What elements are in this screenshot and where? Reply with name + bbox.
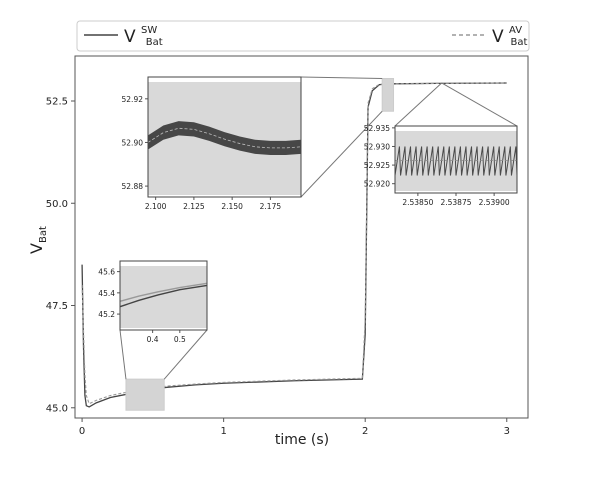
inset-top-x-tick-label: 2.175	[260, 202, 282, 211]
inset-top-ripple-band	[148, 121, 301, 155]
inset-top-y-tick-label: 52.92	[122, 95, 144, 104]
main-y-tick-label: 50.0	[46, 199, 68, 210]
inset-top-x-tick-label: 2.100	[145, 202, 167, 211]
inset-left-y-tick-label: 45.2	[98, 310, 115, 319]
connector-right-a	[394, 82, 442, 127]
connector-left-b	[163, 329, 208, 380]
zoom-region-top	[381, 77, 395, 112]
connector-right-b	[441, 82, 518, 127]
inset-connectors	[119, 76, 518, 411]
inset-left-x-tick-label: 0.4	[147, 335, 159, 344]
inset-top-x-tick-label: 2.150	[221, 202, 243, 211]
inset-right: 2.53850 2.53875 2.53900 52.920 52.925 52.930 5…	[364, 124, 518, 207]
inset-left-series-sw	[119, 284, 208, 308]
zoom-region-left	[125, 378, 165, 411]
main-x-tick-label: 0	[79, 426, 85, 437]
inset-right-y-tick-label: 52.920	[364, 180, 390, 189]
inset-top-average-line	[147, 127, 302, 149]
main-y-tick-label: 45.0	[46, 403, 68, 414]
legend: V SW Bat V AV Bat	[76, 18, 530, 52]
inset-right-y-tick-label: 52.925	[364, 161, 390, 170]
inset-right-x-tick-label: 2.53850	[402, 198, 433, 207]
main-plot-frame	[74, 55, 529, 419]
inset-left-frame	[119, 260, 208, 331]
inset-right-sawtooth	[394, 146, 518, 176]
main-y-tick-label: 52.5	[46, 96, 68, 107]
connector-left-a	[119, 329, 127, 380]
inset-left-x-tick-label: 0.5	[174, 335, 186, 344]
main-x-tick-label: 2	[362, 426, 368, 437]
inset-right-frame	[394, 125, 518, 194]
inset-left-series-av	[119, 282, 208, 303]
inset-top-y-tick-label: 52.90	[122, 138, 144, 147]
main-ticks: 0 1 2 3 45.0 47.5 50.0 52.5	[46, 96, 510, 437]
inset-left-y-tick-label: 45.4	[98, 289, 115, 298]
inset-top-frame	[147, 76, 302, 198]
legend-label-solid: V SW Bat	[124, 18, 163, 48]
inset-right-y-tick-label: 52.930	[364, 142, 390, 151]
legend-label-dashed: V AV Bat	[492, 18, 528, 48]
connector-top-a	[300, 76, 383, 79]
main-series	[81, 82, 507, 408]
inset-right-x-tick-label: 2.53875	[440, 198, 471, 207]
connector-top-b	[300, 110, 383, 198]
series-line-sw	[81, 82, 507, 408]
main-x-tick-label: 1	[220, 426, 226, 437]
inset-top-x-tick-label: 2.125	[183, 202, 205, 211]
main-x-axis-label: time (s)	[275, 432, 329, 448]
inset-right-y-tick-label: 52.935	[364, 124, 390, 133]
main-y-axis-label: VBat	[27, 226, 49, 254]
inset-right-x-tick-label: 2.53900	[479, 198, 510, 207]
inset-left-y-tick-label: 45.6	[98, 268, 115, 277]
inset-left: 0.4 0.5 45.2 45.4 45.6	[98, 260, 208, 344]
inset-top: 2.100 2.125 2.150 2.175 52.88 52.90 52.92	[122, 76, 302, 211]
main-y-tick-label: 47.5	[46, 301, 68, 312]
main-x-tick-label: 3	[504, 426, 510, 437]
inset-top-y-tick-label: 52.88	[122, 182, 144, 191]
